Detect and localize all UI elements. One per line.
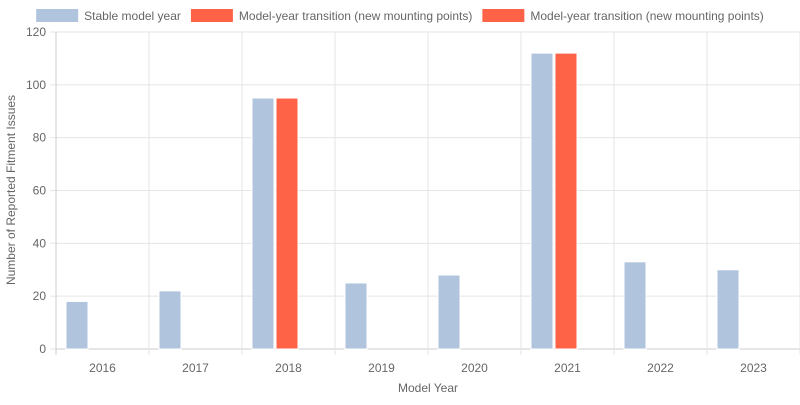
x-tick-label: 2021 [554,361,581,375]
legend-swatch [36,9,79,22]
y-tick-label: 0 [39,342,46,356]
legend-label[interactable]: Model-year transition (new mounting poin… [530,9,763,23]
y-tick-label: 20 [33,289,47,303]
x-tick-label: 2022 [647,361,674,375]
axes: 0 20 40 60 80 100 120 2016 2017 2018 2019 2020 2021 2… [26,25,767,375]
bar-transition-2021 [554,52,578,350]
x-tick-label: 2016 [89,361,116,375]
y-axis-title: Number of Reported Fitment Issues [4,95,18,285]
y-tick-label: 120 [26,25,46,39]
legend: Stable model year Model-year transition (… [36,9,764,23]
x-tick-label: 2023 [740,361,767,375]
bar-stable-2019 [344,282,368,350]
legend-label[interactable]: Stable model year [84,9,181,23]
bar-stable-2021 [530,52,554,350]
y-tick-label: 80 [33,131,47,145]
bars [65,52,740,350]
x-tick-label: 2018 [275,361,302,375]
y-tick-label: 60 [33,184,47,198]
legend-swatch [190,9,233,22]
x-tick-label: 2019 [368,361,395,375]
bar-stable-2020 [437,274,461,350]
bar-stable-2022 [623,261,647,350]
y-tick-label: 40 [33,236,47,250]
x-tick-label: 2020 [461,361,488,375]
bar-stable-2018 [251,97,275,350]
x-tick-label: 2017 [182,361,209,375]
bar-stable-2023 [716,269,740,350]
bar-stable-2016 [65,300,89,350]
bar-stable-2017 [158,290,182,350]
legend-label[interactable]: Model-year transition (new mounting poin… [239,9,472,23]
legend-swatch [482,9,525,22]
x-axis-title: Model Year [398,381,458,395]
bar-transition-2018 [275,97,299,350]
y-tick-label: 100 [26,78,46,92]
